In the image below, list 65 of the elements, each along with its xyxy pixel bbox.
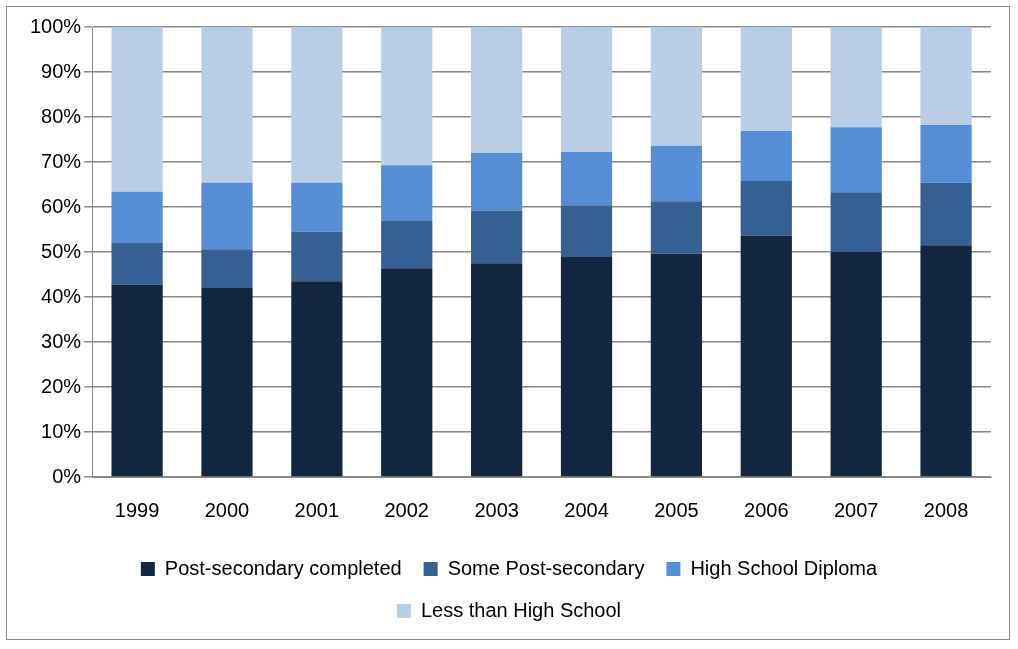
y-tick-label: 10% xyxy=(41,419,82,442)
bar xyxy=(560,205,613,257)
bar xyxy=(830,127,882,193)
bar xyxy=(920,27,972,126)
bar xyxy=(381,268,433,477)
bar xyxy=(111,284,163,477)
bar xyxy=(291,27,343,183)
bar xyxy=(740,235,792,477)
bar xyxy=(111,27,163,192)
x-tick-label: 1999 xyxy=(114,498,160,521)
y-tick-label: 60% xyxy=(41,194,82,217)
bar xyxy=(740,130,792,181)
bar xyxy=(111,243,163,285)
x-tick-label: 2006 xyxy=(744,498,789,521)
x-tick-label: 2003 xyxy=(474,498,519,521)
bar xyxy=(650,145,703,202)
bar xyxy=(650,201,703,254)
bar xyxy=(471,27,523,153)
x-tick-label: 2004 xyxy=(564,498,609,521)
bar xyxy=(381,220,433,269)
legend-label: Post-secondary completed xyxy=(164,556,402,579)
bar xyxy=(830,27,882,128)
bar xyxy=(740,180,792,236)
y-tick-label: 100% xyxy=(30,14,82,37)
bar xyxy=(291,231,343,282)
legend-label: High School Diploma xyxy=(690,556,879,579)
bar xyxy=(471,263,523,477)
bar xyxy=(381,27,433,166)
bar xyxy=(291,281,343,477)
x-tick-label: 2002 xyxy=(384,498,429,521)
bar xyxy=(201,288,253,477)
legend-label: Less than High School xyxy=(420,598,622,621)
bar xyxy=(650,27,703,146)
bar xyxy=(920,125,972,183)
y-tick-label: 40% xyxy=(41,284,82,307)
y-tick-label: 50% xyxy=(41,239,82,262)
bar xyxy=(471,153,523,211)
bar xyxy=(111,191,163,243)
y-tick-label: 30% xyxy=(41,329,82,352)
bar xyxy=(830,252,882,477)
bar xyxy=(560,27,613,153)
x-tick-label: 2005 xyxy=(654,498,699,521)
bar xyxy=(381,165,433,221)
bar xyxy=(920,245,972,477)
bar xyxy=(560,152,613,206)
y-tick-label: 0% xyxy=(52,464,82,487)
x-tick-label: 2000 xyxy=(204,498,250,521)
bar xyxy=(291,182,343,232)
bar xyxy=(201,182,253,250)
bar xyxy=(650,253,703,477)
bar xyxy=(471,210,523,264)
y-tick-label: 90% xyxy=(41,59,82,82)
x-tick-label: 2001 xyxy=(294,498,340,521)
y-tick-label: 20% xyxy=(41,374,82,397)
bar xyxy=(201,249,253,288)
bar xyxy=(740,27,792,131)
legend-label: Some Post-secondary xyxy=(447,556,645,579)
y-tick-label: 70% xyxy=(41,149,82,172)
bar xyxy=(920,182,972,246)
x-tick-label: 2007 xyxy=(833,498,879,521)
y-tick-label: 80% xyxy=(41,104,82,127)
bar xyxy=(201,27,253,183)
bar xyxy=(830,192,882,252)
bar xyxy=(560,256,613,477)
x-tick-label: 2008 xyxy=(923,498,969,521)
